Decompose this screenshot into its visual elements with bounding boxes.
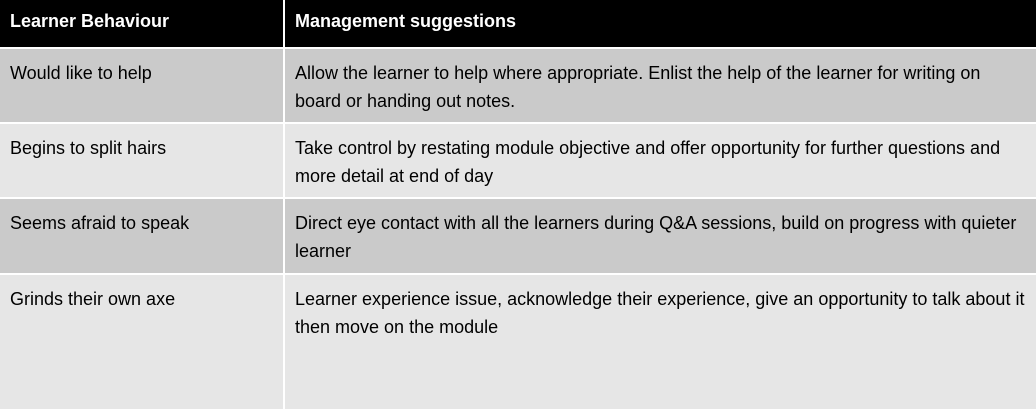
- row-2-behaviour: Begins to split hairs: [0, 124, 285, 199]
- row-4-suggestion: Learner experience issue, acknowledge th…: [285, 275, 1036, 411]
- row-2-suggestion: Take control by restating module objecti…: [285, 124, 1036, 199]
- row-1-suggestion: Allow the learner to help where appropri…: [285, 49, 1036, 124]
- header-learner-behaviour: Learner Behaviour: [0, 0, 285, 49]
- row-4-behaviour: Grinds their own axe: [0, 275, 285, 411]
- row-3-suggestion: Direct eye contact with all the learners…: [285, 199, 1036, 275]
- row-3-behaviour: Seems afraid to speak: [0, 199, 285, 275]
- header-management-suggestions: Management suggestions: [285, 0, 1036, 49]
- row-1-behaviour: Would like to help: [0, 49, 285, 124]
